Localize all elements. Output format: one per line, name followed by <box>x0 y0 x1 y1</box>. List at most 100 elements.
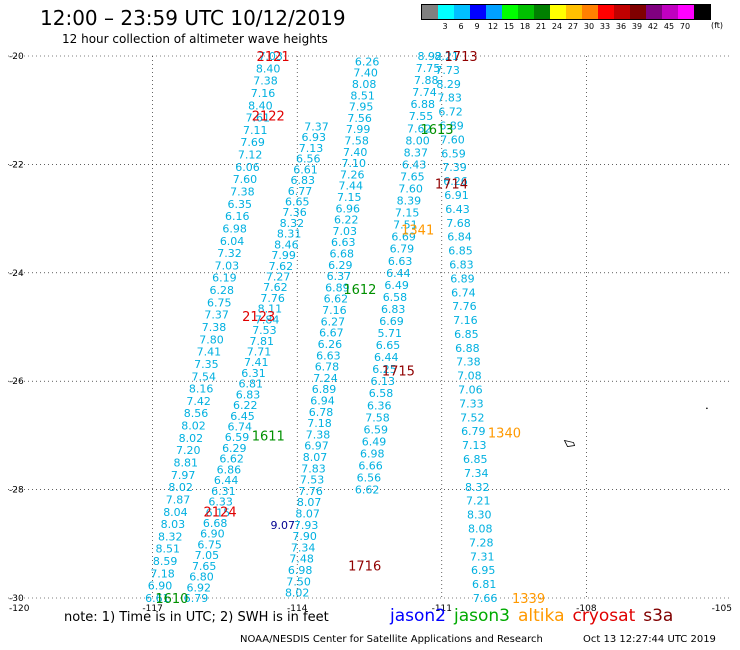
wave-height-value: 7.54 <box>192 370 217 383</box>
wave-height-value: 7.26 <box>340 168 365 181</box>
wave-height-value: 7.83 <box>437 92 462 105</box>
wave-height-value: 6.79 <box>184 592 209 605</box>
wave-height-value: 7.34 <box>291 541 316 554</box>
wave-height-value: 7.12 <box>238 149 263 162</box>
legend-swatch <box>518 5 534 19</box>
wave-height-value: 7.66 <box>473 592 498 605</box>
legend-label: 9 <box>474 22 480 31</box>
wave-height-value: 6.66 <box>358 460 383 473</box>
wave-height-value: 6.59 <box>225 431 250 444</box>
wave-height-value: 8.40 <box>256 62 281 75</box>
wave-height-value: 6.44 <box>214 474 239 487</box>
wave-height-value: 6.83 <box>381 303 406 316</box>
wave-height-value: 6.75 <box>197 538 222 551</box>
wave-height-value: 7.37 <box>204 309 229 322</box>
wave-height-value: 7.71 <box>247 346 272 359</box>
legend-label: 33 <box>599 22 611 31</box>
wave-height-value: 6.78 <box>315 361 340 374</box>
wave-height-value: 7.74 <box>412 86 437 99</box>
legend-label: 24 <box>551 22 563 31</box>
wave-height-value: 8.46 <box>274 238 299 251</box>
wave-height-value: 7.13 <box>462 439 487 452</box>
footer-note: note: 1) Time is in UTC; 2) SWH is in fe… <box>64 610 329 625</box>
wave-height-value: 7.68 <box>446 217 471 230</box>
wave-height-value: 6.89 <box>312 383 337 396</box>
pass-time-label: 1339 <box>512 592 545 607</box>
wave-height-value: 8.02 <box>179 432 204 445</box>
island-dot <box>706 407 708 410</box>
wave-height-value: 7.03 <box>333 225 358 238</box>
legend-label: 21 <box>535 22 547 31</box>
wave-height-value: 7.84 <box>255 313 280 326</box>
wave-height-value: 6.58 <box>383 291 408 304</box>
wave-height-value: 8.04 <box>163 506 188 519</box>
wave-height-value: 7.36 <box>282 206 307 219</box>
wave-height-value: 6.31 <box>211 485 236 498</box>
pass-time-label: 2124 <box>204 505 237 520</box>
wave-height-value: 7.16 <box>322 304 347 317</box>
wave-height-value: 6.89 <box>439 119 464 132</box>
wave-height-value: 8.37 <box>404 146 429 159</box>
legend-label: 70 <box>679 22 691 31</box>
wave-height-value: 8.81 <box>173 457 198 470</box>
wave-height-value: 7.13 <box>299 142 324 155</box>
legend-swatch <box>422 5 438 19</box>
wave-height-value: 7.18 <box>150 567 175 580</box>
wave-height-value: 6.69 <box>391 231 416 244</box>
wave-height-value: 7.60 <box>233 173 258 186</box>
satellite-altika: altika <box>518 606 565 626</box>
wave-height-value: 7.35 <box>194 358 219 371</box>
wave-height-value: 6.98 <box>222 222 247 235</box>
wave-height-value: 6.19 <box>212 272 237 285</box>
pass-time-label: 2121 <box>257 50 290 65</box>
wave-height-value: 7.62 <box>269 260 294 273</box>
wave-height-value: 7.73 <box>435 64 460 77</box>
wave-height-value: 8.08 <box>468 523 493 536</box>
wave-height-value: 7.34 <box>464 467 489 480</box>
pass-time-label: 1611 <box>252 429 285 444</box>
wave-height-value: 8.30 <box>467 509 492 522</box>
wave-height-value: 7.55 <box>409 110 434 123</box>
wave-height-value: 6.81 <box>472 578 497 591</box>
wave-height-value: 8.29 <box>436 78 461 91</box>
wave-height-value: 7.76 <box>260 292 285 305</box>
wave-height-value: 7.87 <box>166 493 191 506</box>
wave-height-value: 7.50 <box>286 575 311 588</box>
legend-labels: 3 6 9 12 15 18 21 24 27 30 33 36 39 42 45 70 <box>421 22 711 31</box>
wave-height-value: 8.08 <box>352 78 377 91</box>
legend-swatch <box>502 5 518 19</box>
wave-height-value: 7.06 <box>458 384 483 397</box>
wave-height-value: 7.69 <box>240 136 265 149</box>
wave-height-value: 6.79 <box>461 425 486 438</box>
legend-swatch <box>454 5 470 19</box>
wave-height-value: 7.90 <box>292 530 317 543</box>
wave-height-value: 6.27 <box>321 315 346 328</box>
wave-height-value: 6.58 <box>369 387 394 400</box>
satellite-cryosat: cryosat <box>572 606 636 626</box>
axis-tick-lon: -114 <box>287 604 308 614</box>
wave-height-value: 7.60 <box>440 133 465 146</box>
wave-height-value: 8.51 <box>155 543 180 556</box>
legend-swatch <box>694 5 710 19</box>
wave-height-value: 8.32 <box>280 217 305 230</box>
wave-height-value: 7.41 <box>197 346 222 359</box>
legend-swatch <box>646 5 662 19</box>
pass-time-label: 2122 <box>252 110 285 125</box>
axis-tick-lat: -22 <box>9 160 24 170</box>
wave-height-value: 7.03 <box>215 259 240 272</box>
satellite-jason2: jason2 <box>390 606 446 626</box>
wave-height-value: 6.59 <box>364 423 389 436</box>
wave-height-value: 6.44 <box>386 267 411 280</box>
wave-height-value: 7.31 <box>470 550 495 563</box>
wave-height-value: 6.89 <box>325 281 350 294</box>
wave-height-value: 6.63 <box>316 349 341 362</box>
wave-height-value: 7.61 <box>246 112 271 125</box>
wave-height-value: 6.29 <box>222 442 247 455</box>
wave-height-value: 6.35 <box>228 198 253 211</box>
wave-height-value: 6.22 <box>334 214 359 227</box>
wave-height-value: 7.16 <box>453 314 478 327</box>
wave-height-value: 7.62 <box>407 122 432 135</box>
wave-height-value: 6.98 <box>288 564 313 577</box>
wave-height-value: 7.40 <box>343 146 368 159</box>
wave-height-value: 6.26 <box>355 55 380 68</box>
